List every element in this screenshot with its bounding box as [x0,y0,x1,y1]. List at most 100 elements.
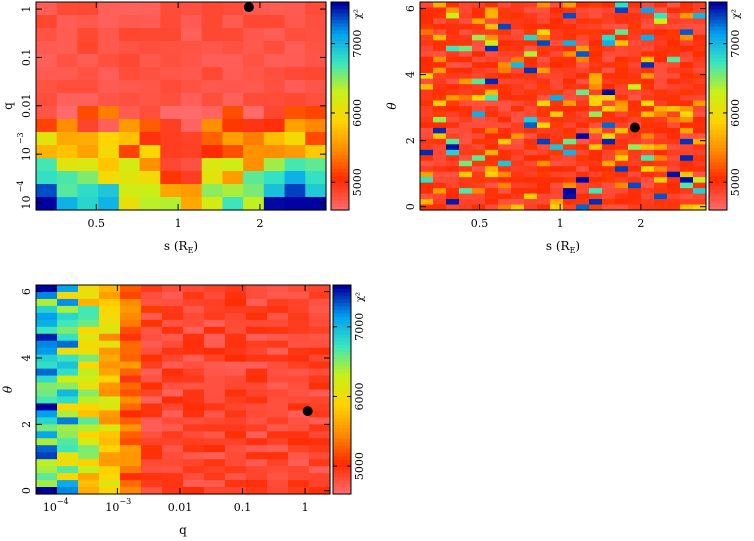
heatmap-cell [589,122,603,129]
heatmap-cell [459,45,473,52]
heatmap-cell [141,326,163,335]
heatmap-cell [222,184,244,198]
colorbar-segment [709,154,727,159]
heatmap-cell [667,138,681,145]
heatmap-cell [498,144,512,151]
heatmap-cell [183,368,205,377]
best-fit-marker [243,2,254,13]
heatmap-cell [120,354,142,363]
colorbar-segment [331,185,349,190]
heatmap-cell [162,452,184,460]
heatmap-cell [446,127,460,134]
x-axis-label-subscript: E [570,246,576,255]
heatmap-cell [550,51,564,58]
heatmap-cell [267,480,289,488]
x-axis-label-close: ) [575,239,580,253]
heatmap-cell [160,80,182,94]
heatmap-cell [309,326,331,335]
heatmap-cell [201,28,224,42]
y-tick-label-group: 4 [404,71,417,78]
heatmap-cell [680,2,694,9]
heatmap-cell [433,40,447,47]
heatmap-cell [78,431,100,439]
colorbar-segment [333,351,351,356]
heatmap-cell [537,7,551,14]
heatmap-cell [498,149,512,156]
heatmap-cell [524,133,538,140]
heatmap-cell [628,95,642,102]
heatmap-cell [589,29,603,36]
heatmap-cell [498,67,512,74]
heatmap-cell [550,18,564,25]
heatmap-cell [120,389,142,398]
heatmap-cell [204,487,226,495]
heatmap-cell [78,361,100,370]
heatmap-cell [654,2,668,9]
heatmap-cell [56,15,79,29]
heatmap-cell [162,410,184,418]
heatmap-cell [563,106,577,113]
heatmap-cell [654,188,668,195]
heatmap-cell [667,144,681,151]
heatmap-cell [563,12,577,20]
heatmap-cell [181,93,203,107]
heatmap-cell [162,361,184,370]
heatmap-cell [36,459,58,467]
heatmap-cell [246,480,268,488]
heatmap-cell [284,132,306,146]
heatmap-cell [602,84,616,91]
heatmap-cell [459,18,473,25]
heatmap-cell [446,84,460,91]
heatmap-cell [589,171,603,178]
heatmap-cell [267,403,289,411]
heatmap-cell [576,56,590,63]
heatmap-cell [615,160,629,167]
heatmap-cell [183,410,205,418]
colorbar-segment [709,64,727,69]
heatmap-cell [99,396,121,405]
heatmap-cell [693,111,707,118]
heatmap-cell [98,15,120,29]
heatmap-cell [524,56,538,63]
heatmap-cell [615,155,629,162]
heatmap-cell [472,155,486,162]
heatmap-cell [57,466,79,474]
heatmap-cell [680,89,694,96]
heatmap-cell [654,116,668,124]
colorbar-segment [333,480,351,485]
heatmap-cell [420,144,434,151]
heatmap-cell [693,84,707,91]
heatmap-cell [667,84,681,91]
heatmap-cell [420,193,434,200]
heatmap-cell [99,466,121,474]
heatmap-cell [602,100,616,107]
y-axis-label: θ [385,102,399,110]
heatmap-cell [524,204,538,211]
heatmap-cell [420,29,434,36]
heatmap-cell [602,155,616,162]
heatmap-cell [204,347,226,356]
colorbar-segment [709,74,727,79]
heatmap-cell [693,133,707,140]
heatmap-cell [420,51,434,58]
heatmap-cell [615,177,629,184]
colorbar-segment [709,109,727,114]
heatmap-cell [162,298,184,307]
heatmap-cell [246,410,268,418]
heatmap-cell [243,145,265,159]
heatmap-cell [589,73,603,80]
colorbar-segment [331,54,349,59]
heatmap-cell [628,166,642,173]
heatmap-cell [204,424,226,432]
heatmap-cell [139,158,161,172]
heatmap-cell [472,40,486,47]
heatmap-cell [420,2,434,9]
heatmap-cell [139,2,161,16]
heatmap-cell [524,100,538,107]
heatmap-cell [267,361,289,370]
y-tick-exponent: −4 [16,181,25,193]
heatmap-cell [485,204,499,211]
heatmap-cell [98,28,120,42]
heatmap-cell [498,2,512,9]
y-tick-label: 4 [20,354,33,361]
